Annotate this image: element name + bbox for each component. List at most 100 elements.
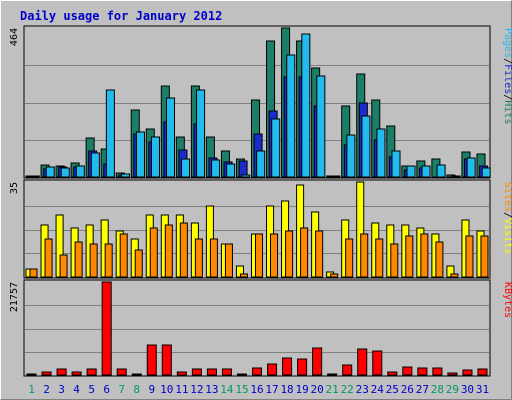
bar-sites — [44, 238, 53, 278]
bar-pages — [60, 167, 70, 178]
bar-kbytes — [327, 373, 338, 376]
bar-pages — [150, 136, 160, 178]
bar-pages — [135, 131, 145, 178]
bar-kbytes — [206, 368, 217, 376]
bar-kbytes — [447, 372, 458, 376]
legend-entry: / — [502, 58, 512, 64]
bar-pages — [361, 115, 371, 178]
x-tick-label: 20 — [311, 383, 324, 396]
bar-sites — [254, 233, 264, 278]
bar-kbytes — [251, 367, 263, 376]
bar-kbytes — [101, 281, 112, 376]
bar-pages — [466, 157, 476, 178]
bar-kbytes — [372, 350, 383, 376]
bar-pages — [211, 159, 221, 178]
legend-entry: Files — [502, 64, 512, 94]
bar-kbytes — [71, 371, 82, 376]
bar-sites — [435, 241, 444, 278]
bar-kbytes — [26, 373, 37, 376]
bar-pages — [316, 75, 326, 178]
bar-kbytes — [312, 347, 323, 376]
panel-frame — [23, 279, 491, 377]
bar-kbytes — [297, 358, 308, 376]
bar-kbytes — [267, 363, 278, 376]
x-tick-label: 21 — [326, 383, 339, 396]
bar-kbytes — [282, 357, 293, 376]
panel-frame — [23, 25, 491, 179]
bar-sites — [390, 243, 399, 278]
x-tick-label: 6 — [103, 383, 110, 396]
x-tick-label: 4 — [73, 383, 80, 396]
bar-sites — [465, 235, 474, 278]
bar-sites — [209, 238, 218, 278]
bar-sites — [224, 243, 233, 278]
bar-pages — [421, 165, 431, 178]
bar-kbytes — [432, 367, 443, 376]
bar-kbytes — [131, 373, 142, 376]
legend-hits-files-pages: Pages/Files/Hits — [502, 28, 512, 124]
x-tick-label: 22 — [341, 383, 354, 396]
bar-sites — [315, 230, 324, 278]
bar-pages — [331, 175, 341, 178]
x-tick-label: 25 — [386, 383, 399, 396]
bar-sites — [420, 233, 429, 278]
y-max-label: 21757 — [9, 282, 20, 312]
bar-sites — [164, 224, 173, 278]
bar-kbytes — [41, 371, 52, 376]
legend-entry: Sites — [502, 182, 512, 212]
panel-frame — [23, 179, 491, 279]
bar-kbytes — [477, 368, 488, 376]
x-tick-label: 27 — [416, 383, 429, 396]
bar-sites — [134, 249, 143, 278]
chart-title: Daily usage for January 2012 — [20, 9, 222, 23]
bar-pages — [286, 54, 296, 178]
bar-kbytes — [417, 367, 428, 376]
x-tick-label: 10 — [160, 383, 173, 396]
x-tick-label: 14 — [220, 383, 234, 396]
x-axis-labels: 1 2 3 4 5 6 7 8 9 10 11 12 13 14 15 16 17 18 19 20 21 22 23 24 2… — [28, 383, 489, 396]
x-tick-label: 24 — [371, 383, 385, 396]
bar-kbytes — [357, 348, 368, 376]
legend-entry: Hits — [502, 100, 512, 124]
x-tick-label: 8 — [133, 383, 140, 396]
bar-sites — [104, 243, 113, 278]
x-tick-label: 19 — [295, 383, 308, 396]
y-max-label: 35 — [9, 182, 20, 194]
bar-sites — [360, 233, 369, 278]
bar-pages — [256, 150, 266, 178]
x-tick-label: 5 — [88, 383, 95, 396]
bar-sites — [119, 233, 128, 278]
bar-sites — [89, 243, 98, 278]
bar-sites — [194, 238, 203, 278]
x-tick-label: 15 — [235, 383, 248, 396]
x-tick-label: 31 — [476, 383, 489, 396]
bar-kbytes — [342, 364, 353, 376]
x-tick-label: 30 — [461, 383, 474, 396]
x-tick-label: 12 — [190, 383, 203, 396]
bar-kbytes — [176, 371, 187, 376]
bar-kbytes — [387, 371, 398, 376]
bar-kbytes — [146, 344, 157, 376]
legend-entry: KBytes — [502, 282, 512, 318]
bar-pages — [165, 97, 176, 178]
bar-pages — [481, 167, 491, 178]
bar-pages — [391, 150, 401, 178]
bar-sites — [59, 254, 68, 278]
panel-kbytes: 21757 KBytes — [9, 279, 512, 377]
legend-kbytes: KBytes — [502, 282, 512, 318]
bar-pages — [105, 89, 115, 178]
bar-pages — [346, 134, 356, 178]
x-tick-label: 13 — [205, 383, 218, 396]
bar-kbytes — [56, 368, 67, 376]
x-tick-label: 29 — [446, 383, 459, 396]
bar-pages — [120, 173, 130, 178]
bar-sites — [285, 230, 294, 278]
bar-kbytes — [221, 368, 232, 376]
bar-sites — [300, 227, 309, 278]
bar-pages — [406, 165, 416, 178]
bar-pages — [241, 174, 251, 178]
x-tick-label: 23 — [356, 383, 369, 396]
x-tick-label: 9 — [148, 383, 155, 396]
